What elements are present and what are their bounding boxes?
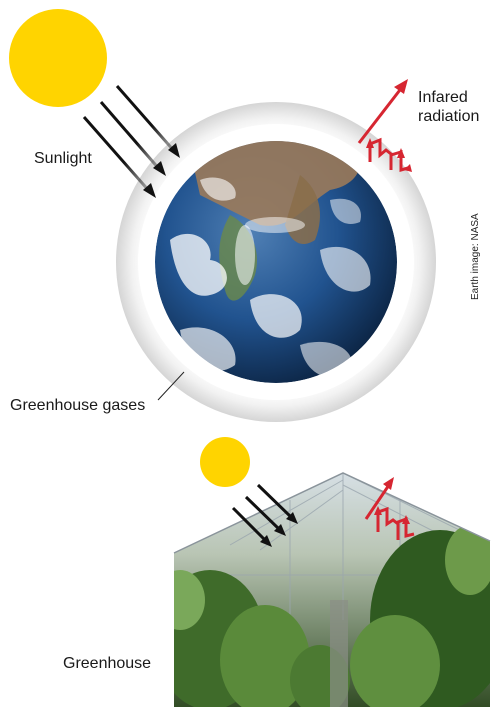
- greenhouse-icon: [173, 472, 491, 707]
- infrared-radiation-label: Infared radiation: [418, 88, 479, 126]
- sunlight-label: Sunlight: [34, 150, 92, 167]
- greenhouse-sun-icon: [200, 437, 250, 487]
- sun-icon: [9, 9, 107, 107]
- image-credit: Earth image: NASA: [470, 213, 481, 300]
- greenhouse-sunlight-arrows: [231, 483, 298, 547]
- sunlight-arrows: [82, 85, 180, 198]
- earth-icon: [155, 141, 397, 383]
- greenhouse-gases-label: Greenhouse gases: [10, 397, 146, 414]
- infrared-label-line1: Infared: [418, 89, 468, 106]
- greenhouse-label: Greenhouse: [63, 655, 152, 672]
- greenhouse-gases-pointer: [157, 371, 185, 401]
- greenhouse-infrared-arrows: [364, 477, 415, 540]
- infrared-label-line2: radiation: [418, 108, 480, 125]
- infrared-arrows: [357, 79, 412, 172]
